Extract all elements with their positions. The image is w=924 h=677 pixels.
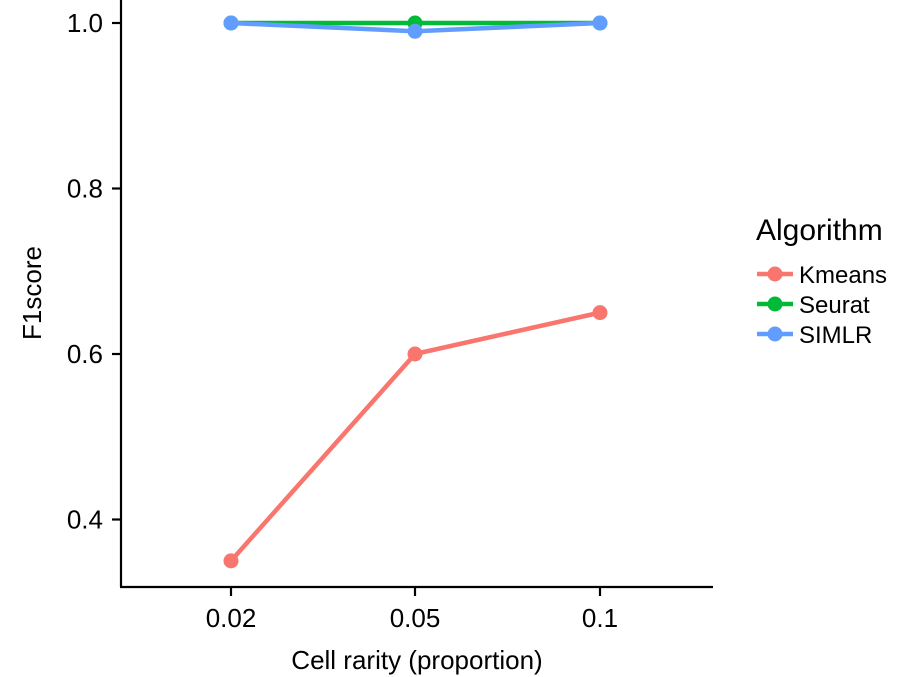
series-layer <box>223 15 608 569</box>
legend-label: Kmeans <box>799 262 887 289</box>
legend-label: SIMLR <box>799 322 872 349</box>
legend-item-kmeans: Kmeans <box>757 262 887 289</box>
y-tick-label: 0.6 <box>67 339 103 369</box>
x-axis-ticks: 0.02 0.05 0.1 <box>206 587 618 633</box>
y-axis-title: F1score <box>17 246 47 340</box>
x-tick-label: 0.1 <box>582 603 618 633</box>
y-tick-label: 1.0 <box>67 8 103 38</box>
data-point-kmeans <box>407 346 423 362</box>
legend-title: Algorithm <box>756 214 883 247</box>
y-tick-label: 0.4 <box>67 505 103 535</box>
data-point-kmeans <box>223 553 239 569</box>
x-tick-label: 0.05 <box>390 603 441 633</box>
legend-key-point <box>767 326 783 342</box>
legend-label: Seurat <box>799 292 870 319</box>
plot-area: 0.4 0.6 0.8 1.0 0.02 0.05 0.1 <box>67 0 713 633</box>
data-point-simlr <box>407 23 423 39</box>
y-axis-ticks: 0.4 0.6 0.8 1.0 <box>67 8 121 535</box>
legend-item-seurat: Seurat <box>757 292 870 319</box>
legend: Algorithm Kmeans Seurat SIMLR <box>756 214 887 349</box>
series-kmeans <box>223 305 608 569</box>
legend-item-simlr: SIMLR <box>757 322 872 349</box>
series-simlr <box>223 15 608 39</box>
data-point-simlr <box>592 15 608 31</box>
x-tick-label: 0.02 <box>206 603 257 633</box>
data-point-simlr <box>223 15 239 31</box>
data-point-kmeans <box>592 305 608 321</box>
y-tick-label: 0.8 <box>67 174 103 204</box>
legend-key-point <box>767 266 783 282</box>
legend-key-point <box>767 296 783 312</box>
x-axis-title: Cell rarity (proportion) <box>291 645 542 675</box>
legend-items: Kmeans Seurat SIMLR <box>757 262 887 349</box>
